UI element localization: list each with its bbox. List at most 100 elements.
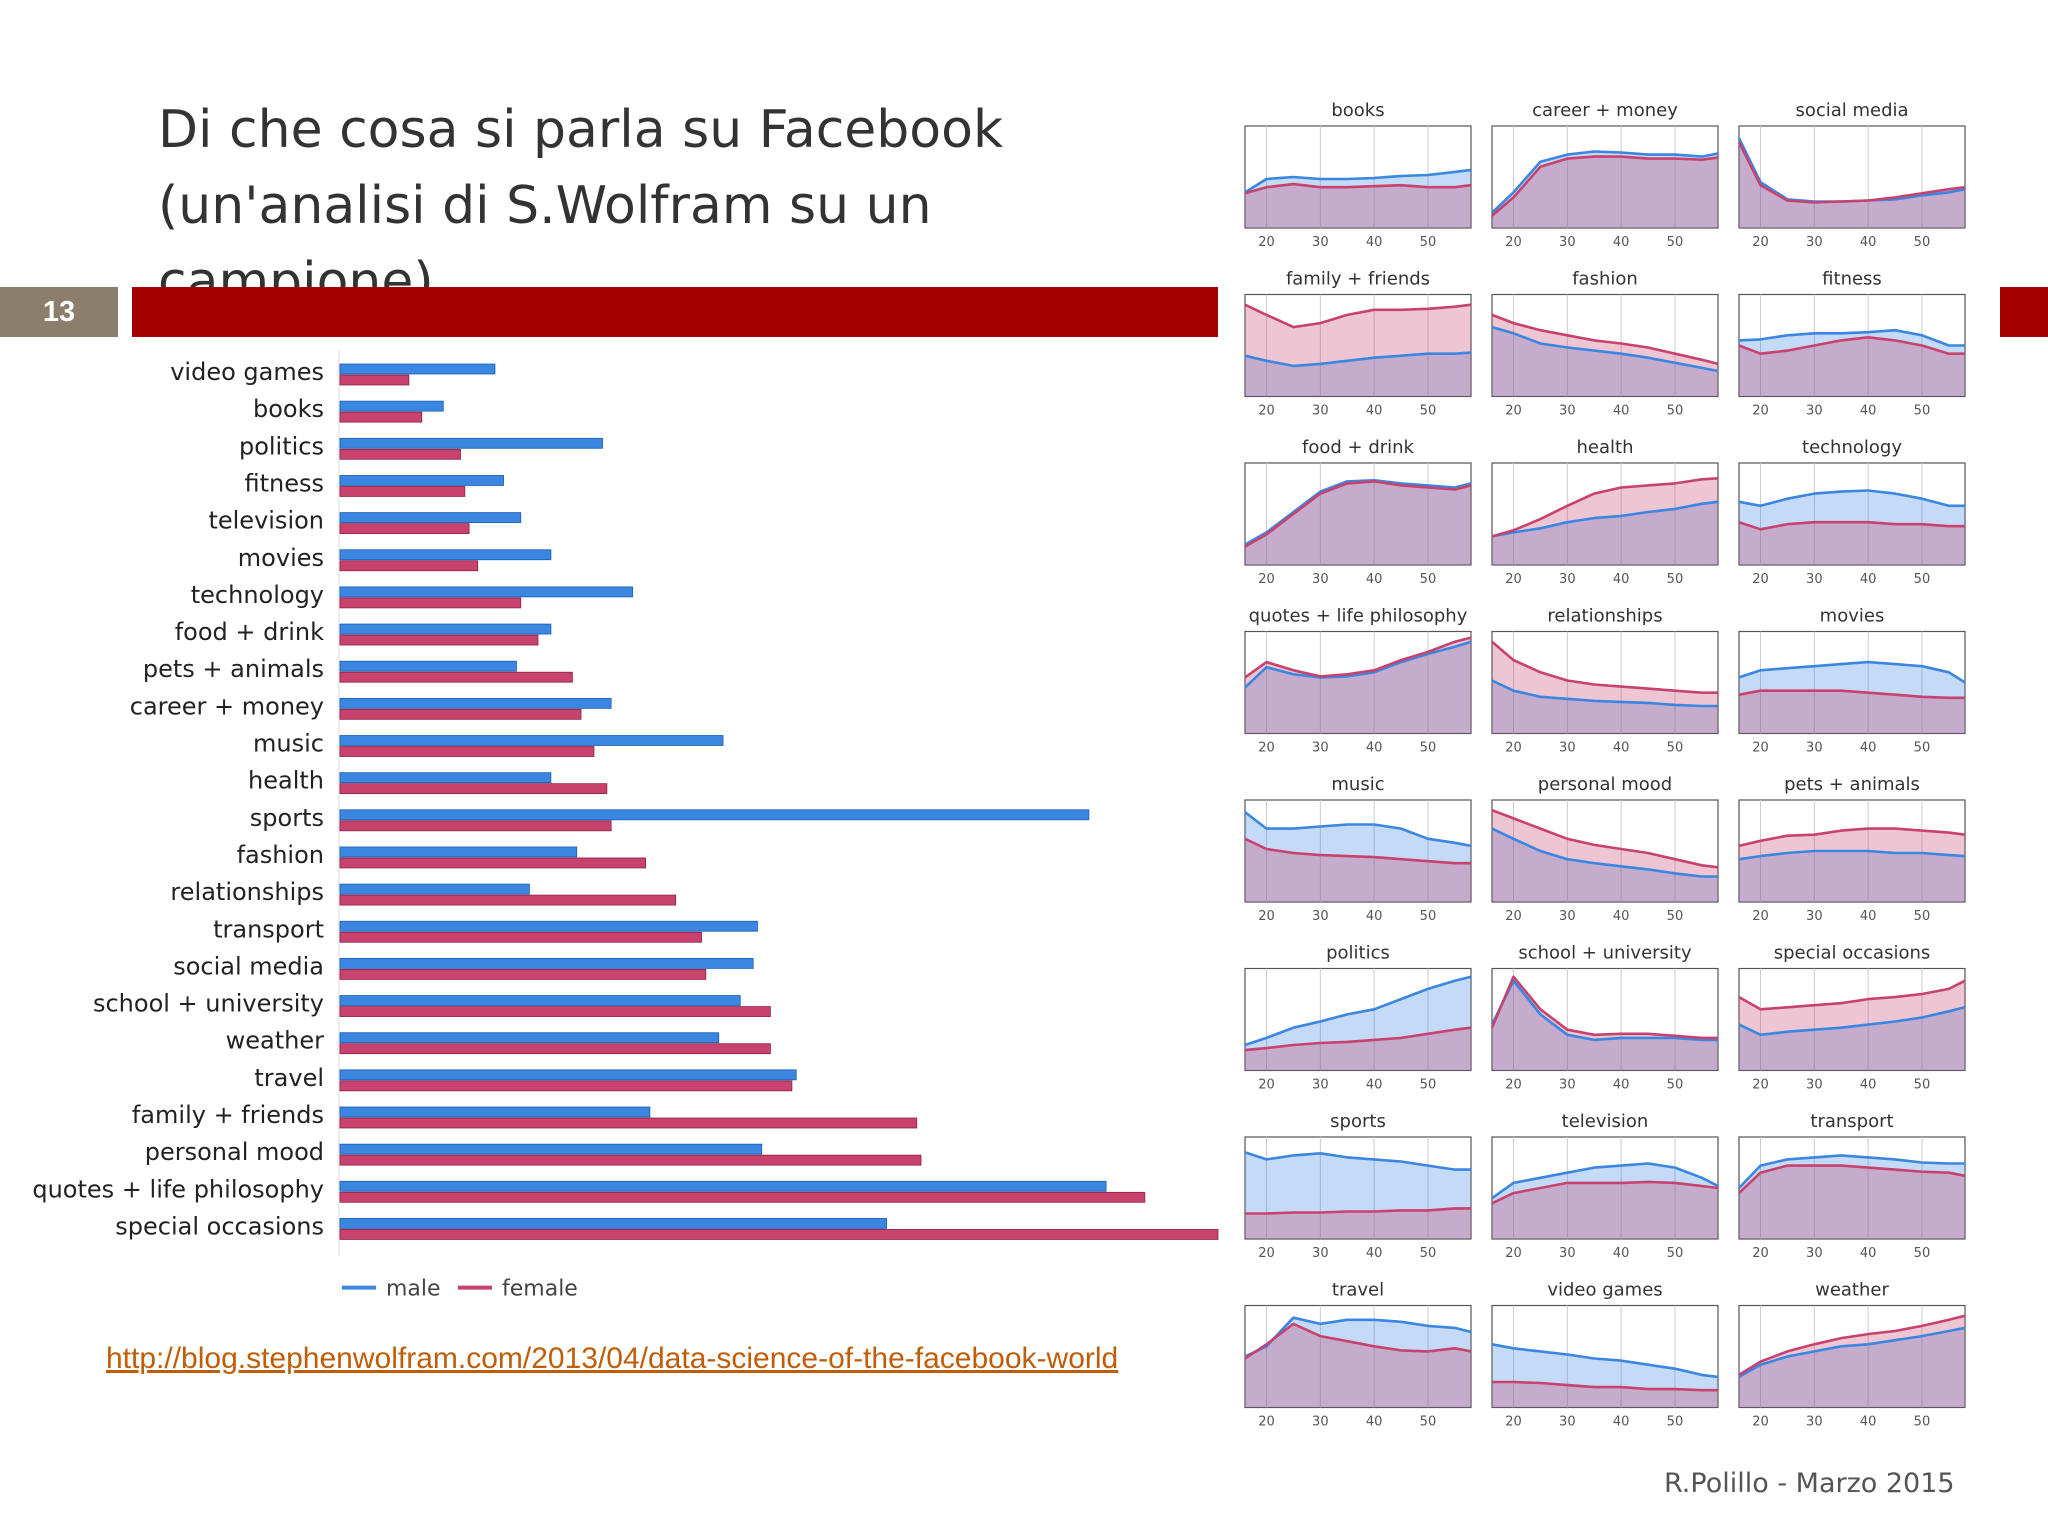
panel-tick-special-occasions-50: 50 — [1914, 1078, 1931, 1093]
line-female-health — [1491, 477, 1719, 538]
panel-title-video-games: video games — [1547, 1280, 1662, 1301]
bar-male-career-money — [339, 697, 612, 709]
line-female-personal-mood — [1491, 808, 1719, 869]
panel-tick-technology-20: 20 — [1752, 572, 1769, 587]
panel-frame-relationships — [1491, 630, 1719, 735]
panel-title-career-money: career + money — [1532, 100, 1678, 121]
panel-title-transport: transport — [1810, 1111, 1893, 1132]
panel-tick-transport-50: 50 — [1914, 1246, 1931, 1261]
line-male-relationships — [1491, 679, 1718, 708]
panel-tick-movies-20: 20 — [1752, 741, 1769, 756]
area-female-health — [1492, 478, 1718, 565]
line-male-politics — [1244, 975, 1472, 1047]
area-female-social-media — [1739, 142, 1965, 228]
footer-credit: R.Polillo - Marzo 2015 — [1664, 1468, 1955, 1499]
panel-books: books 20 30 40 50 — [1244, 100, 1472, 250]
panel-tick-quotes-life-philosophy-40: 40 — [1366, 741, 1383, 756]
panel-tick-travel-30: 30 — [1312, 1415, 1329, 1430]
panel-tick-special-occasions-20: 20 — [1752, 1078, 1769, 1093]
line-female-technology — [1738, 520, 1965, 531]
panel-tick-music-40: 40 — [1366, 909, 1383, 924]
panel-tick-fitness-20: 20 — [1752, 404, 1769, 419]
panel-tick-personal-mood-30: 30 — [1559, 909, 1576, 924]
panel-tick-quotes-life-philosophy-30: 30 — [1312, 741, 1329, 756]
panel-tick-movies-30: 30 — [1806, 741, 1823, 756]
panel-tick-family-friends-50: 50 — [1420, 404, 1437, 419]
panel-tick-video-games-30: 30 — [1559, 1415, 1576, 1430]
area-male-family-friends — [1245, 352, 1471, 397]
category-label-school-university: school + university — [93, 990, 324, 1018]
category-label-travel: travel — [254, 1064, 324, 1092]
panel-tick-pets-animals-30: 30 — [1806, 909, 1823, 924]
area-male-movies — [1739, 662, 1965, 734]
panel-title-weather: weather — [1815, 1280, 1889, 1301]
panel-frame-fitness — [1738, 293, 1966, 398]
category-label-family-friends: family + friends — [132, 1101, 324, 1129]
bar-male-school-university — [339, 995, 741, 1006]
panel-technology: technology 20 30 40 50 — [1738, 437, 1966, 587]
line-male-technology — [1738, 489, 1965, 508]
panel-tick-family-friends-40: 40 — [1366, 404, 1383, 419]
bar-male-technology — [339, 586, 634, 598]
category-label-health: health — [248, 767, 324, 795]
category-label-politics: politics — [239, 432, 324, 460]
line-female-relationships — [1491, 640, 1718, 694]
panel-title-fitness: fitness — [1822, 269, 1882, 290]
area-male-special-occasions — [1739, 1007, 1965, 1071]
bar-female-food-drink — [339, 634, 539, 646]
panel-tick-school-university-50: 50 — [1667, 1078, 1684, 1093]
panel-tick-school-university-20: 20 — [1505, 1078, 1522, 1093]
panel-tick-video-games-50: 50 — [1667, 1415, 1684, 1430]
panel-tick-books-40: 40 — [1366, 235, 1383, 250]
area-male-fitness — [1739, 330, 1965, 397]
panel-tick-family-friends-30: 30 — [1312, 404, 1329, 419]
area-female-travel — [1245, 1323, 1471, 1408]
panel-tick-fitness-40: 40 — [1860, 404, 1877, 419]
category-label-pets-animals: pets + animals — [143, 655, 324, 683]
panel-weather: weather 20 30 40 50 — [1738, 1280, 1966, 1430]
bar-male-transport — [339, 920, 758, 932]
panel-tick-career-money-30: 30 — [1559, 235, 1576, 250]
area-female-food-drink — [1245, 481, 1471, 565]
panel-movies: movies 20 30 40 50 — [1738, 606, 1966, 756]
panel-tick-health-30: 30 — [1559, 572, 1576, 587]
panel-tick-relationships-20: 20 — [1505, 741, 1522, 756]
panel-title-health: health — [1577, 437, 1634, 458]
panel-tick-family-friends-20: 20 — [1258, 404, 1275, 419]
bar-female-fitness — [339, 486, 466, 497]
line-male-fitness — [1738, 328, 1965, 347]
category-label-music: music — [253, 730, 324, 758]
legend-label-female: female — [502, 1277, 578, 1302]
area-female-personal-mood — [1492, 810, 1718, 902]
bar-male-fashion — [339, 846, 578, 858]
area-female-quotes-life-philosophy — [1245, 637, 1471, 734]
bar-male-movies — [339, 549, 552, 561]
area-female-relationships — [1492, 641, 1718, 734]
line-female-sports — [1245, 1207, 1471, 1215]
panel-tick-relationships-30: 30 — [1559, 741, 1576, 756]
panel-tick-video-games-40: 40 — [1613, 1415, 1630, 1430]
source-link[interactable]: http://blog.stephenwolfram.com/2013/04/d… — [106, 1342, 1119, 1375]
panel-tick-fashion-40: 40 — [1613, 404, 1630, 419]
bar-female-social-media — [339, 969, 707, 980]
panel-tick-sports-50: 50 — [1420, 1246, 1437, 1261]
bar-female-sports — [339, 820, 612, 832]
bar-female-fashion — [339, 857, 646, 869]
area-female-fashion — [1492, 314, 1718, 397]
panel-tick-food-drink-20: 20 — [1258, 572, 1275, 587]
area-male-health — [1492, 501, 1718, 565]
panel-tick-weather-30: 30 — [1806, 1415, 1823, 1430]
line-male-quotes-life-philosophy — [1244, 640, 1472, 689]
bar-female-television — [339, 523, 470, 535]
area-male-career-money — [1492, 151, 1718, 228]
bar-male-books — [339, 400, 444, 412]
bar-male-video-games — [339, 363, 496, 375]
line-male-personal-mood — [1491, 827, 1718, 878]
panel-tick-pets-animals-20: 20 — [1752, 909, 1769, 924]
area-female-movies — [1739, 690, 1965, 734]
bar-female-relationships — [339, 894, 677, 906]
area-male-travel — [1245, 1317, 1471, 1408]
line-male-career-money — [1491, 150, 1719, 214]
area-male-relationships — [1492, 680, 1718, 734]
area-female-pets-animals — [1739, 828, 1965, 902]
